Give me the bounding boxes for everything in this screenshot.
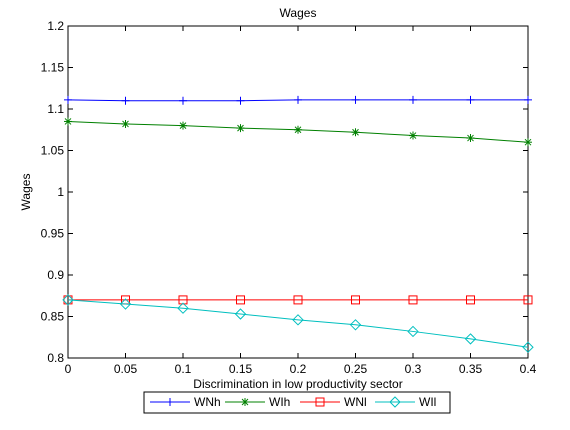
data-point-WNl-6 [408,295,418,305]
x-tick: 0.25 [344,26,368,376]
data-point-WIl-4 [292,314,304,326]
data-point-WIl-2 [177,302,189,314]
legend-item-WIl: WIl [375,395,436,409]
y-tick: 0.95 [41,227,528,241]
legend-marker [166,398,174,406]
series-WNh [64,95,532,105]
legend-label: WNl [344,395,367,409]
x-tick: 0 [65,26,72,376]
x-tick-label: 0.2 [290,362,307,376]
x-tick-label: 0.35 [459,362,483,376]
x-tick-label: 0.05 [114,362,138,376]
data-point-WNh-3 [236,96,245,105]
data-point-WIh-7 [466,134,475,143]
legend-marker [241,398,249,406]
y-axis-label: Wages [19,174,33,211]
y-tick: 1.2 [47,19,528,33]
data-point-WNl-3 [236,295,245,305]
x-tick-label: 0.3 [405,362,422,376]
series-layer [62,95,534,353]
data-point-WIl-3 [234,308,247,320]
data-point-WIl-6 [407,325,419,338]
data-point-WNl-4 [293,295,303,305]
data-point-WIh-2 [179,121,187,130]
y-tick-label: 0.8 [47,351,64,365]
data-point-WNh-1 [121,96,130,105]
legend-marker [389,396,401,408]
y-tick-label: 1.2 [47,19,64,33]
x-tick-label: 0 [65,362,72,376]
data-point-WIl-8 [522,341,534,353]
data-point-WNh-2 [179,96,187,105]
series-WIl [62,294,534,353]
x-tick: 0.4 [520,26,537,376]
y-tick-label: 1.15 [41,61,65,75]
x-tick: 0.2 [290,26,307,376]
data-point-WIl-5 [349,319,362,331]
y-tick: 1.1 [47,102,528,116]
legend-marker [315,397,325,407]
legend-item-WIh: WIh [225,395,290,409]
legend-item-WNh: WNh [150,395,221,409]
y-tick: 0.8 [47,351,528,365]
legend-box [143,391,451,414]
y-tick: 0.9 [47,268,528,282]
y-tick-label: 0.85 [41,310,65,324]
legend: WNh WIh WNl WIl [143,391,451,414]
legend-item-WNl: WNl [300,395,367,409]
y-axis: 0.8 0.85 0.9 0.95 1 1.05 1.1 1.15 1.2 [41,19,528,365]
x-tick-label: 0.4 [520,362,537,376]
data-point-WNl-7 [466,295,475,305]
data-point-WNh-6 [409,95,417,104]
data-point-WIl-7 [464,333,477,345]
x-tick-label: 0.15 [229,362,253,376]
y-tick: 1.05 [41,144,528,158]
data-point-WIh-6 [409,131,417,140]
y-tick-label: 0.9 [47,268,64,282]
data-point-WNl-5 [351,295,360,305]
data-point-WIh-8 [524,138,532,147]
series-line-WIl [67,299,529,348]
data-point-WIh-0 [64,117,72,126]
x-tick: 0.35 [459,26,483,376]
data-point-WNl-8 [523,295,533,305]
data-point-WIl-1 [119,298,132,310]
x-tick: 0.1 [175,26,192,376]
data-point-WIh-3 [236,124,245,133]
data-point-WNh-8 [524,95,532,104]
y-tick-label: 0.95 [41,227,65,241]
y-tick-label: 1.05 [41,144,65,158]
x-tick-label: 0.1 [175,362,192,376]
data-point-WNh-5 [351,95,360,104]
y-tick: 1 [57,185,528,199]
series-WNl [63,295,533,305]
data-point-WIh-5 [351,128,360,137]
data-point-WNh-0 [64,95,72,104]
x-axis-label: Discrimination in low productivity secto… [193,377,402,391]
plot-area [67,25,529,359]
y-tick-label: 1 [57,185,64,199]
data-point-WNh-4 [294,95,302,104]
legend-label: WIl [419,395,436,409]
x-tick: 0.05 [114,26,138,376]
y-tick-label: 1.1 [47,102,64,116]
data-point-WIh-4 [294,125,302,134]
chart-title: Wages [280,6,317,20]
data-point-WIh-1 [121,119,130,128]
legend-label: WIh [269,395,290,409]
series-WIh [64,117,532,147]
legend-label: WNh [194,395,221,409]
data-point-WNh-7 [466,95,475,104]
x-tick: 0.15 [229,26,253,376]
x-tick: 0.3 [405,26,422,376]
y-tick: 1.15 [41,61,528,75]
data-point-WIl-0 [62,294,74,306]
x-axis: 0 0.05 0.1 0.15 0.2 0.25 0.3 0.35 0.4 [65,26,537,376]
y-tick: 0.85 [41,310,528,324]
x-tick-label: 0.25 [344,362,368,376]
